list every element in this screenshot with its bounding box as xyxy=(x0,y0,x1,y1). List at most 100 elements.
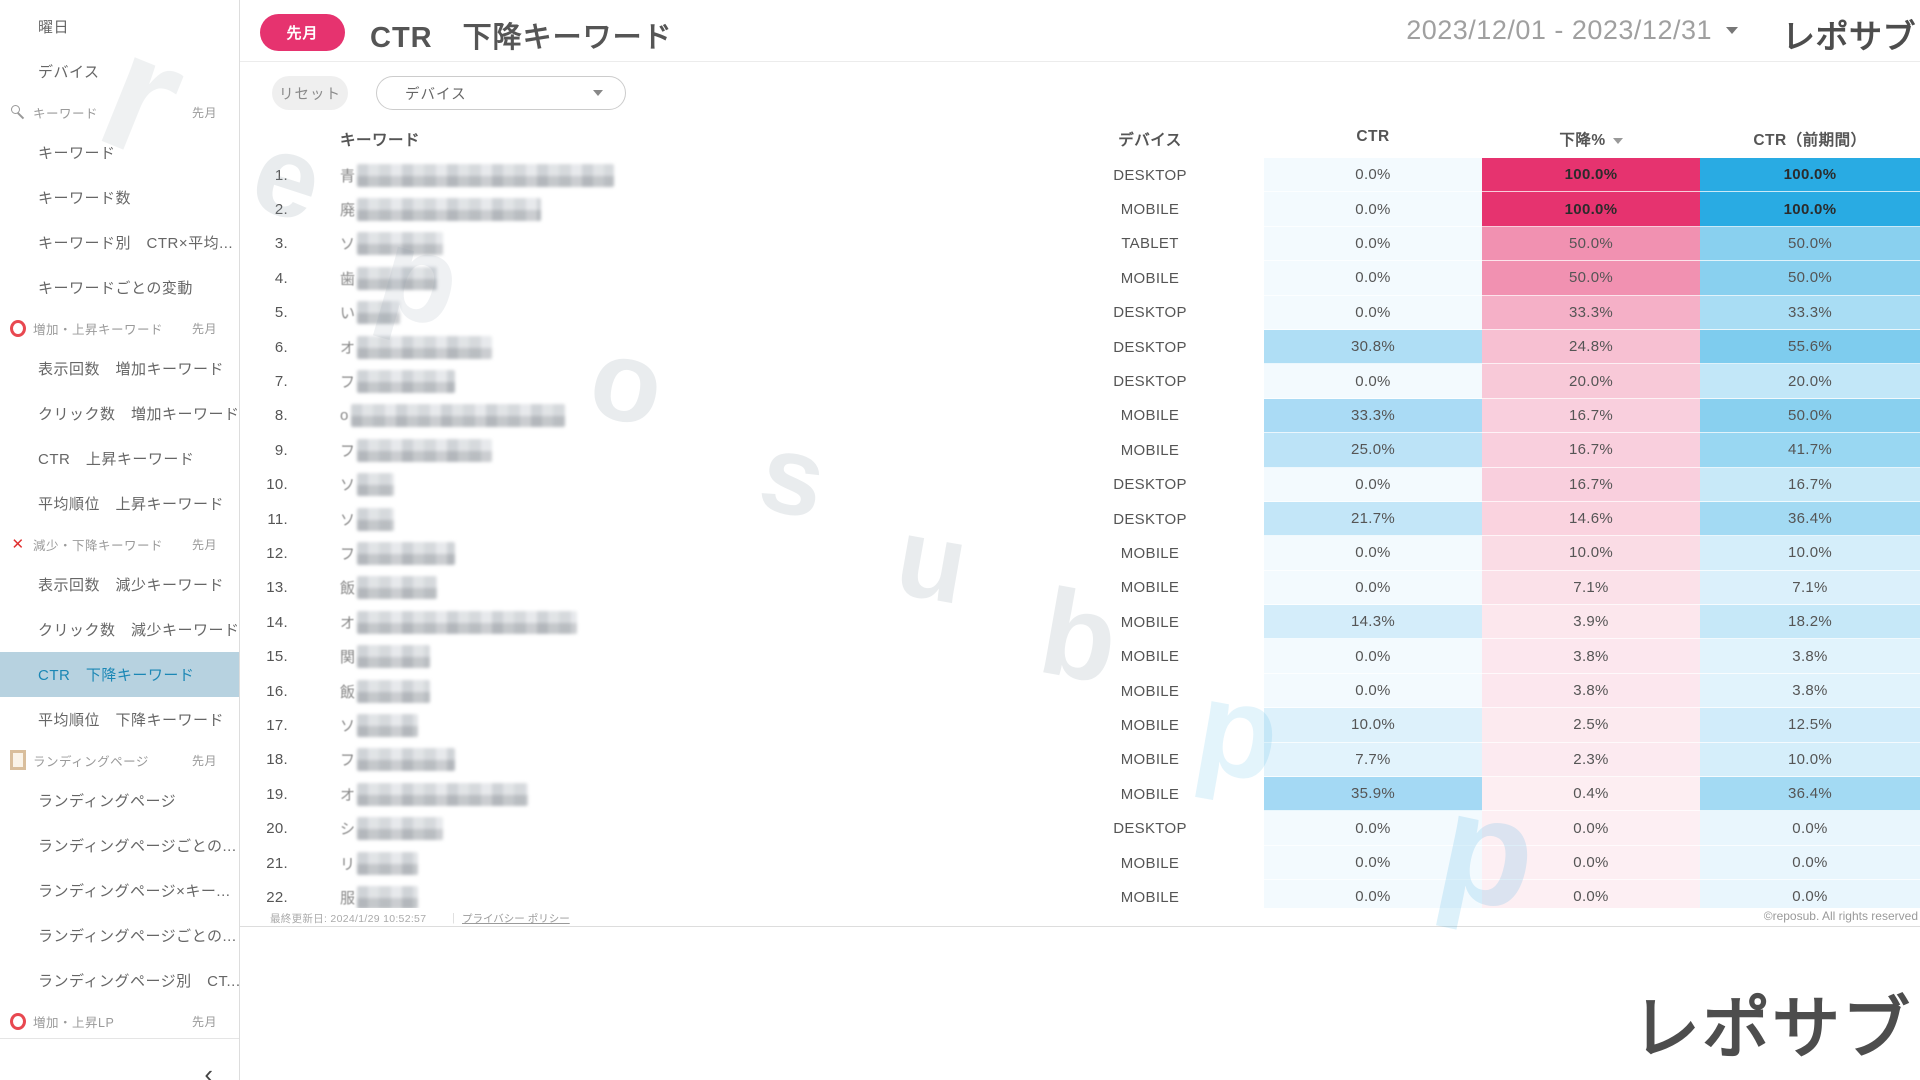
sidebar-item[interactable]: 表示回数 増加キーワード xyxy=(0,346,239,391)
privacy-policy-link[interactable]: プライバシー ポリシー xyxy=(462,913,570,925)
keyword-prefix: 飯 xyxy=(340,683,356,701)
ctr-cell: 0.0% xyxy=(1264,536,1482,571)
reset-button[interactable]: リセット xyxy=(272,76,348,110)
blurred-keyword xyxy=(357,679,431,703)
device-cell: DESKTOP xyxy=(1113,166,1187,184)
table-row: 18. フ MOBILE 7.7% 2.3% 10.0% xyxy=(240,742,1920,778)
device-cell: MOBILE xyxy=(1120,716,1180,734)
sidebar-item-label: ランディングページ xyxy=(33,754,149,769)
date-range-picker[interactable]: 2023/12/01 - 2023/12/31 xyxy=(1406,15,1738,46)
sidebar-item[interactable]: ランディングページごとの... xyxy=(0,823,239,868)
keyword-cell: 飯 xyxy=(340,674,980,708)
date-range-value: 2023/12/01 - 2023/12/31 xyxy=(1406,15,1712,45)
table-row: 13. 飯 MOBILE 0.0% 7.1% 7.1% xyxy=(240,570,1920,606)
drop-cell: 2.5% xyxy=(1482,708,1700,743)
sidebar-item[interactable]: 平均順位 上昇キーワード xyxy=(0,481,239,526)
drop-cell: 0.4% xyxy=(1482,777,1700,812)
sidebar-item[interactable]: ランディングページ×キー... xyxy=(0,868,239,913)
keyword-prefix: ソ xyxy=(340,717,356,735)
device-cell: MOBILE xyxy=(1120,682,1180,700)
sidebar-item-current[interactable]: CTR 下降キーワード xyxy=(0,652,239,697)
page-icon xyxy=(10,752,26,768)
device-cell: DESKTOP xyxy=(1113,373,1187,391)
sidebar-item[interactable]: デバイス xyxy=(0,49,239,94)
rank-cell: 1. xyxy=(274,166,288,184)
ctr-cell: 0.0% xyxy=(1264,673,1482,709)
sidebar-item[interactable]: 表示回数 減少キーワード xyxy=(0,562,239,607)
sidebar-section[interactable]: ランディングページ 先月 xyxy=(0,742,239,778)
blurred-keyword xyxy=(357,645,431,669)
sidebar-item[interactable]: クリック数 増加キーワード xyxy=(0,391,239,436)
prev-ctr-cell: 100.0% xyxy=(1700,192,1920,227)
device-cell: MOBILE xyxy=(1120,201,1180,219)
keyword-cell: オ xyxy=(340,605,980,639)
sidebar-item[interactable]: キーワードごとの変動 xyxy=(0,265,239,310)
sidebar-item-label: キーワード xyxy=(38,145,116,162)
keyword-cell: 青 xyxy=(340,158,980,192)
rank-cell: 18. xyxy=(266,751,288,769)
column-header-device[interactable]: デバイス xyxy=(1118,132,1182,149)
sidebar-section[interactable]: 増加・上昇LP 先月 xyxy=(0,1003,239,1039)
sidebar-item[interactable]: CTR 上昇キーワード xyxy=(0,436,239,481)
keyword-cell: 服 xyxy=(340,880,980,908)
prev-ctr-cell: 50.0% xyxy=(1700,226,1920,262)
ctr-cell: 30.8% xyxy=(1264,329,1482,365)
sidebar-item[interactable]: キーワード別 CTR×平均... xyxy=(0,220,239,265)
blurred-keyword xyxy=(357,370,456,394)
sidebar-item[interactable]: キーワード xyxy=(0,130,239,175)
sidebar-section[interactable]: 増加・上昇キーワード 先月 xyxy=(0,310,239,346)
column-header-keyword[interactable]: キーワード xyxy=(340,132,421,149)
drop-cell: 24.8% xyxy=(1482,329,1700,365)
keyword-cell: い xyxy=(340,296,980,330)
sidebar-item-label: 平均順位 下降キーワード xyxy=(38,712,225,729)
keyword-cell: フ xyxy=(340,364,980,398)
blurred-keyword xyxy=(357,541,456,565)
sidebar-item[interactable]: クリック数 減少キーワード xyxy=(0,607,239,652)
keyword-prefix: 歯 xyxy=(340,270,356,288)
keyword-prefix: フ xyxy=(340,545,356,563)
blurred-keyword xyxy=(357,232,444,256)
sidebar-item[interactable]: 平均順位 下降キーワード xyxy=(0,697,239,742)
chevron-down-icon xyxy=(593,90,603,96)
drop-cell: 0.0% xyxy=(1482,880,1700,908)
device-cell: DESKTOP xyxy=(1113,338,1187,356)
ctr-cell: 0.0% xyxy=(1264,845,1482,881)
ctr-cell: 7.7% xyxy=(1264,742,1482,778)
sidebar-item-label: クリック数 減少キーワード xyxy=(38,622,239,639)
ctr-cell: 21.7% xyxy=(1264,501,1482,537)
device-filter-select[interactable]: デバイス xyxy=(376,76,626,110)
blurred-keyword xyxy=(357,610,578,634)
sidebar-item[interactable]: キーワード数 xyxy=(0,175,239,220)
rank-cell: 22. xyxy=(266,888,288,906)
sidebar-section[interactable]: キーワード 先月 xyxy=(0,94,239,130)
prev-ctr-cell: 3.8% xyxy=(1700,673,1920,709)
keyword-prefix: フ xyxy=(340,752,356,770)
prev-ctr-cell: 18.2% xyxy=(1700,605,1920,640)
column-header-drop[interactable]: 下降% xyxy=(1482,128,1700,150)
device-filter-value: デバイス xyxy=(405,86,467,103)
table-row: 14. オ MOBILE 14.3% 3.9% 18.2% xyxy=(240,605,1920,640)
keyword-cell: オ xyxy=(340,330,980,364)
sidebar-footer: ‹ xyxy=(0,1038,239,1080)
sidebar-item-label: CTR 下降キーワード xyxy=(38,667,195,684)
blurred-keyword xyxy=(357,163,615,187)
keyword-cell: リ xyxy=(340,846,980,880)
column-header-ctr[interactable]: CTR xyxy=(1356,128,1390,145)
blurred-keyword xyxy=(357,748,456,772)
sidebar-section[interactable]: ✕ 減少・下降キーワード 先月 xyxy=(0,526,239,562)
column-header-prev-ctr[interactable]: CTR（前期間） xyxy=(1753,132,1867,149)
ctr-cell: 14.3% xyxy=(1264,605,1482,640)
table-row: 3. ソ TABLET 0.0% 50.0% 50.0% xyxy=(240,226,1920,262)
table-row: 8. o MOBILE 33.3% 16.7% 50.0% xyxy=(240,398,1920,434)
rank-cell: 8. xyxy=(274,407,288,425)
collapse-sidebar-icon[interactable]: ‹ xyxy=(204,1059,213,1080)
sidebar-item[interactable]: 曜日 xyxy=(0,4,239,49)
table-row: 10. ソ DESKTOP 0.0% 16.7% 16.7% xyxy=(240,467,1920,502)
rank-cell: 20. xyxy=(266,820,288,838)
rank-cell: 19. xyxy=(266,785,288,803)
keyword-cell: フ xyxy=(340,536,980,570)
sidebar-item[interactable]: ランディングページ別 CT... xyxy=(0,958,239,1003)
drop-cell: 0.0% xyxy=(1482,811,1700,846)
sidebar-item[interactable]: ランディングページ xyxy=(0,778,239,823)
sidebar-item[interactable]: ランディングページごとの... xyxy=(0,913,239,958)
